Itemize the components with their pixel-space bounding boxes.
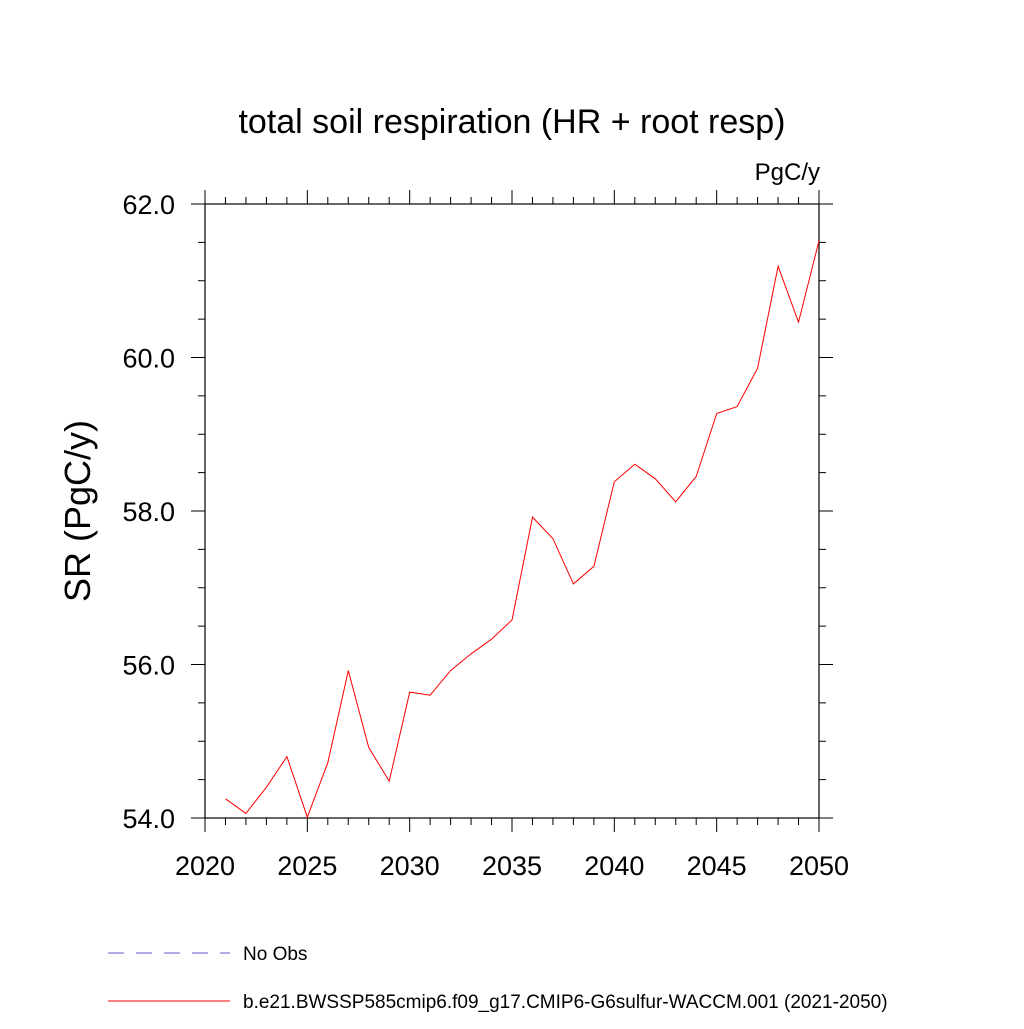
legend: No Obs b.e21.BWSSP585cmip6.f09_g17.CMIP6… [108,944,888,1013]
y-tick-label: 56.0 [122,651,175,681]
series-line [225,240,820,819]
x-tick-label: 2045 [687,851,747,881]
y-tick-label: 62.0 [122,190,175,220]
tick-labels: 2020 2025 2030 2035 2040 2045 2050 54.0 56.0 58.0… [122,190,849,881]
y-tick-label: 54.0 [122,804,175,834]
units-label: PgC/y [755,159,820,186]
x-tick-label: 2040 [584,851,644,881]
plot-frame [204,203,820,819]
y-axis-label: SR (PgC/y) [57,420,98,602]
legend-label-series: b.e21.BWSSP585cmip6.f09_g17.CMIP6-G6sulf… [243,992,888,1013]
x-tick-label: 2035 [482,851,542,881]
x-tick-label: 2030 [380,851,440,881]
x-tick-label: 2050 [789,851,849,881]
axis-ticks [191,190,833,832]
legend-label-no-obs: No Obs [243,944,307,965]
chart-title: total soil respiration (HR + root resp) [238,103,785,141]
y-tick-label: 58.0 [122,497,175,527]
x-tick-label: 2025 [277,851,337,881]
y-tick-label: 60.0 [122,344,175,374]
series-group [225,240,820,819]
x-tick-label: 2020 [175,851,235,881]
